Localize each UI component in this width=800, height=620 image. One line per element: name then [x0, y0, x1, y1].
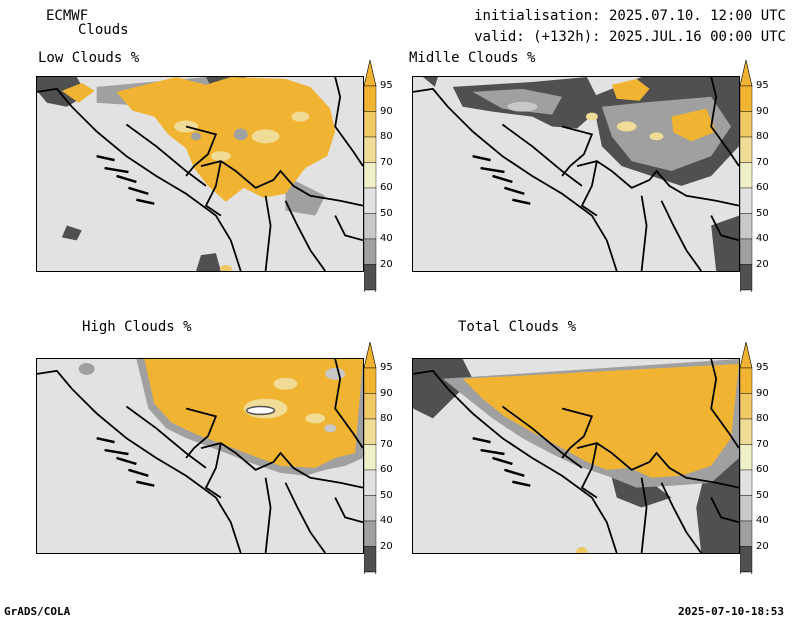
colorbar-segment-90: [740, 393, 753, 420]
colorbar-segment-70: [364, 162, 377, 189]
colorbar-label-95: 95: [380, 362, 393, 373]
colorbar-segment-80: [364, 418, 377, 445]
colorbar-label-90: 90: [380, 105, 393, 117]
colorbar-segment-50: [740, 213, 753, 240]
colorbar-label-50: 50: [380, 207, 393, 219]
colorbar-segment-60: [364, 469, 377, 496]
colorbar-label-70: 70: [756, 438, 769, 450]
colorbar-segment-90: [740, 111, 753, 138]
colorbar-segment-50: [364, 495, 377, 522]
colorbar-top-arrow: [740, 60, 753, 87]
colorbar-segment-20: [740, 546, 753, 573]
map-low-clouds: [36, 76, 364, 272]
colorbar-segment-90: [364, 111, 377, 138]
colorbar-label-20: 20: [756, 540, 769, 552]
panel-title-high: High Clouds %: [82, 319, 192, 335]
colorbar-top-arrow: [740, 342, 753, 369]
map-total-clouds: [412, 358, 740, 554]
colorbar-bottom-arrow: [364, 571, 377, 574]
colorbar-segment-20: [364, 546, 377, 573]
colorbar-label-90: 90: [756, 105, 769, 117]
colorbar-top-arrow: [364, 342, 377, 369]
colorbar-segment-80: [364, 136, 377, 163]
colorbar-segment-95: [364, 85, 377, 112]
colorbar-segment-70: [364, 444, 377, 471]
colorbar-label-95: 95: [380, 80, 393, 91]
colorbar-segment-20: [364, 264, 377, 291]
colorbar-segment-95: [740, 367, 753, 394]
map-middle-clouds: [412, 76, 740, 272]
colorbar-bottom-arrow: [364, 289, 377, 292]
colorbar-label-50: 50: [756, 207, 769, 219]
colorbar-segment-95: [740, 85, 753, 112]
colorbar-label-95: 95: [756, 80, 769, 91]
colorbar-label-80: 80: [380, 131, 393, 142]
colorbar-total: 95 90 80 70 60 50 40 20: [740, 342, 790, 574]
colorbar-segment-50: [364, 213, 377, 240]
colorbar-label-40: 40: [380, 515, 393, 526]
colorbar-label-80: 80: [380, 413, 393, 424]
colorbar-high: 95 90 80 70 60 50 40 20: [364, 342, 414, 574]
colorbar-segment-20: [740, 264, 753, 291]
colorbar-label-90: 90: [756, 387, 769, 399]
colorbar-label-20: 20: [380, 540, 393, 552]
colorbar-segment-90: [364, 393, 377, 420]
colorbar-label-80: 80: [756, 131, 769, 142]
colorbar-label-40: 40: [756, 515, 769, 526]
colorbar-label-90: 90: [380, 387, 393, 399]
colorbar-label-60: 60: [380, 464, 393, 475]
init-time: initialisation: 2025.07.10. 12:00 UTC: [474, 8, 786, 24]
colorbar-middle: 95 90 80 70 60 50 40 20: [740, 60, 790, 292]
colorbar-segment-80: [740, 136, 753, 163]
model-name: ECMWF: [46, 8, 89, 24]
colorbar-label-20: 20: [380, 258, 393, 270]
colorbar-label-50: 50: [756, 489, 769, 501]
colorbar-bottom-arrow: [740, 289, 753, 292]
colorbar-label-70: 70: [756, 156, 769, 168]
colorbar-segment-60: [740, 187, 753, 214]
colorbar-segment-40: [364, 238, 377, 265]
colorbar-segment-40: [740, 238, 753, 265]
colorbar-bottom-arrow: [740, 571, 753, 574]
colorbar-low: 95 90 80 70 60 50 40 20: [364, 60, 414, 292]
colorbar-segment-50: [740, 495, 753, 522]
colorbar-label-70: 70: [380, 438, 393, 450]
valid-time: valid: (+132h): 2025.JUL.16 00:00 UTC: [474, 29, 786, 45]
colorbar-label-40: 40: [380, 233, 393, 244]
panel-title-middle: Midlle Clouds %: [409, 50, 536, 66]
colorbar-label-50: 50: [380, 489, 393, 501]
colorbar-label-40: 40: [756, 233, 769, 244]
colorbar-label-70: 70: [380, 156, 393, 168]
colorbar-label-60: 60: [756, 464, 769, 475]
map-high-clouds: [36, 358, 364, 554]
colorbar-label-80: 80: [756, 413, 769, 424]
colorbar-segment-60: [364, 187, 377, 214]
colorbar-segment-80: [740, 418, 753, 445]
panel-title-low: Low Clouds %: [38, 50, 140, 66]
colorbar-segment-40: [740, 520, 753, 547]
colorbar-segment-95: [364, 367, 377, 394]
colorbar-label-60: 60: [380, 182, 393, 193]
footer-left: GrADS/COLA: [4, 605, 71, 618]
footer-right: 2025-07-10-18:53: [678, 605, 784, 618]
colorbar-segment-70: [740, 162, 753, 189]
colorbar-label-20: 20: [756, 258, 769, 270]
panel-title-total: Total Clouds %: [458, 319, 577, 335]
colorbar-segment-60: [740, 469, 753, 496]
colorbar-label-60: 60: [756, 182, 769, 193]
colorbar-segment-40: [364, 520, 377, 547]
colorbar-top-arrow: [364, 60, 377, 87]
colorbar-label-95: 95: [756, 362, 769, 373]
colorbar-segment-70: [740, 444, 753, 471]
product-name: Clouds: [78, 22, 129, 38]
